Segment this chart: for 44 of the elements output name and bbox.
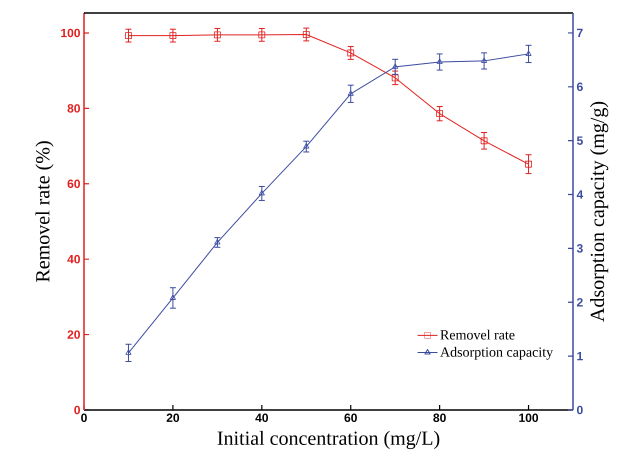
point bbox=[526, 50, 532, 56]
point bbox=[170, 294, 176, 300]
point bbox=[392, 63, 398, 69]
point bbox=[125, 32, 132, 40]
point bbox=[214, 239, 220, 244]
y-tick-label: 60 bbox=[68, 180, 80, 188]
y2-tick-label: 6 bbox=[576, 82, 583, 92]
legend-label: Adsorption capacity bbox=[440, 346, 554, 360]
x-tick-label: 60 bbox=[344, 414, 357, 422]
y2-tick-label: 2 bbox=[576, 298, 583, 306]
point bbox=[302, 31, 310, 38]
y-tick-label: 40 bbox=[67, 254, 80, 264]
point bbox=[525, 160, 532, 168]
y2-tick-label: 4 bbox=[576, 190, 584, 199]
y2-tick-label: 0 bbox=[577, 406, 583, 414]
point bbox=[480, 137, 488, 144]
y2-tick-label: 5 bbox=[576, 136, 583, 145]
point bbox=[348, 90, 354, 96]
legend-label: Removel rate bbox=[440, 330, 515, 340]
y-tick-label: 80 bbox=[68, 104, 80, 113]
point bbox=[347, 50, 354, 56]
y-tick-label: 100 bbox=[61, 28, 80, 38]
y2-tick-label: 1 bbox=[577, 352, 583, 360]
point bbox=[303, 143, 310, 148]
y-tick-label: 20 bbox=[68, 330, 80, 339]
point bbox=[258, 31, 266, 38]
point bbox=[170, 32, 176, 40]
point bbox=[436, 110, 444, 118]
y2-tick-label: 7 bbox=[577, 28, 583, 38]
y2-tick-label: 3 bbox=[576, 244, 583, 253]
y2-axis-title: Adsorption capacity (mg/g) bbox=[590, 102, 608, 322]
x-tick-label: 0 bbox=[81, 414, 87, 422]
x-tick-label: 20 bbox=[166, 414, 180, 422]
x-tick-label: 40 bbox=[255, 414, 268, 422]
point bbox=[436, 58, 443, 64]
y-tick-label: 0 bbox=[74, 406, 80, 414]
y-axis-title: Removel rate (%) bbox=[35, 141, 54, 282]
point bbox=[125, 349, 132, 355]
point bbox=[214, 31, 221, 38]
x-tick-label: 100 bbox=[519, 414, 538, 422]
point bbox=[481, 58, 488, 63]
point bbox=[258, 190, 265, 196]
x-axis-title: Initial concentration (mg/L) bbox=[218, 430, 440, 450]
x-tick-label: 80 bbox=[433, 414, 446, 422]
